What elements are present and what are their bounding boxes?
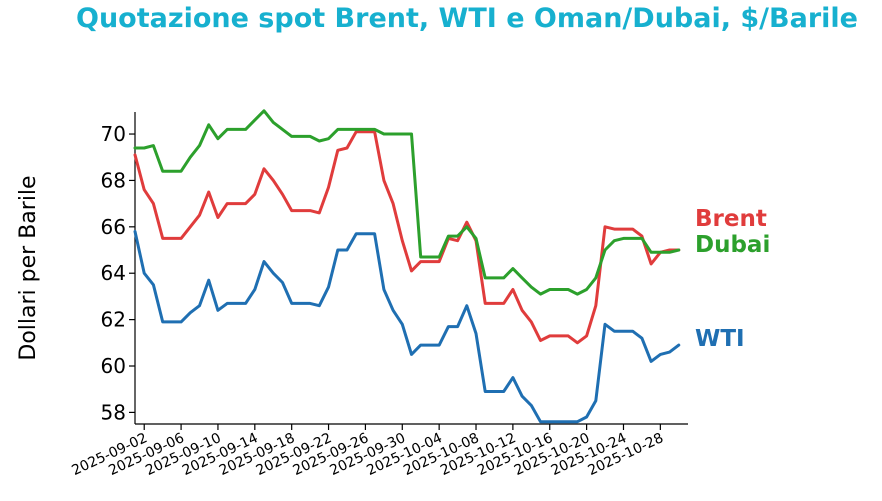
y-tick-label: 64 bbox=[101, 261, 126, 285]
y-tick-label: 58 bbox=[101, 400, 126, 424]
y-axis-label: Dollari per Barile bbox=[16, 175, 41, 360]
series-line-brent bbox=[133, 130, 681, 345]
y-tick-label: 68 bbox=[101, 168, 126, 192]
series-line-dubai bbox=[133, 109, 681, 296]
chart-title: Quotazione spot Brent, WTI e Oman/Dubai,… bbox=[76, 3, 858, 34]
series-label-brent: Brent bbox=[695, 206, 767, 232]
y-tick-label: 70 bbox=[101, 122, 126, 146]
y-tick-label: 60 bbox=[101, 354, 126, 378]
y-tick-label: 62 bbox=[101, 308, 126, 332]
series-label-wti: WTI bbox=[695, 326, 745, 352]
series-line-wti bbox=[133, 230, 681, 424]
y-tick-label: 66 bbox=[101, 215, 126, 239]
series-lines bbox=[133, 109, 681, 424]
series-label-dubai: Dubai bbox=[695, 232, 770, 258]
